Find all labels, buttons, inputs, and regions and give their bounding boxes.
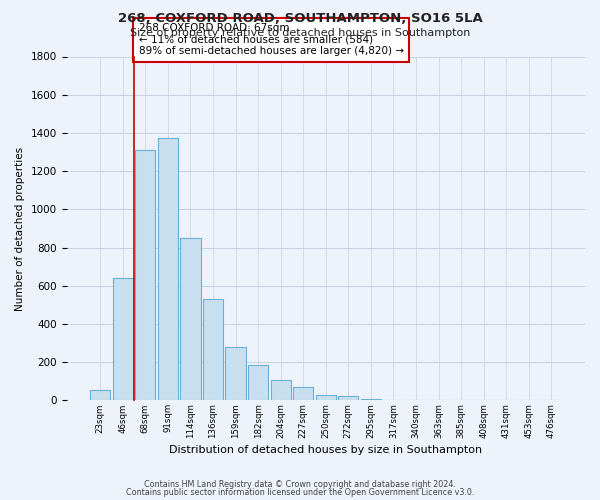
Y-axis label: Number of detached properties: Number of detached properties bbox=[15, 146, 25, 310]
Bar bbox=[203, 299, 223, 400]
Bar bbox=[158, 138, 178, 400]
Text: Contains HM Land Registry data © Crown copyright and database right 2024.: Contains HM Land Registry data © Crown c… bbox=[144, 480, 456, 489]
Text: Contains public sector information licensed under the Open Government Licence v3: Contains public sector information licen… bbox=[126, 488, 474, 497]
Bar bbox=[338, 396, 358, 400]
Bar bbox=[135, 150, 155, 400]
Bar bbox=[248, 365, 268, 400]
Bar bbox=[90, 390, 110, 400]
X-axis label: Distribution of detached houses by size in Southampton: Distribution of detached houses by size … bbox=[169, 445, 482, 455]
Text: 268 COXFORD ROAD: 67sqm
← 11% of detached houses are smaller (584)
89% of semi-d: 268 COXFORD ROAD: 67sqm ← 11% of detache… bbox=[139, 24, 404, 56]
Bar bbox=[226, 347, 246, 401]
Bar bbox=[113, 278, 133, 400]
Bar bbox=[316, 394, 336, 400]
Bar bbox=[271, 380, 291, 400]
Bar bbox=[181, 238, 200, 400]
Bar bbox=[293, 387, 313, 400]
Bar bbox=[361, 399, 381, 400]
Text: 268, COXFORD ROAD, SOUTHAMPTON, SO16 5LA: 268, COXFORD ROAD, SOUTHAMPTON, SO16 5LA bbox=[118, 12, 482, 26]
Text: Size of property relative to detached houses in Southampton: Size of property relative to detached ho… bbox=[130, 28, 470, 38]
